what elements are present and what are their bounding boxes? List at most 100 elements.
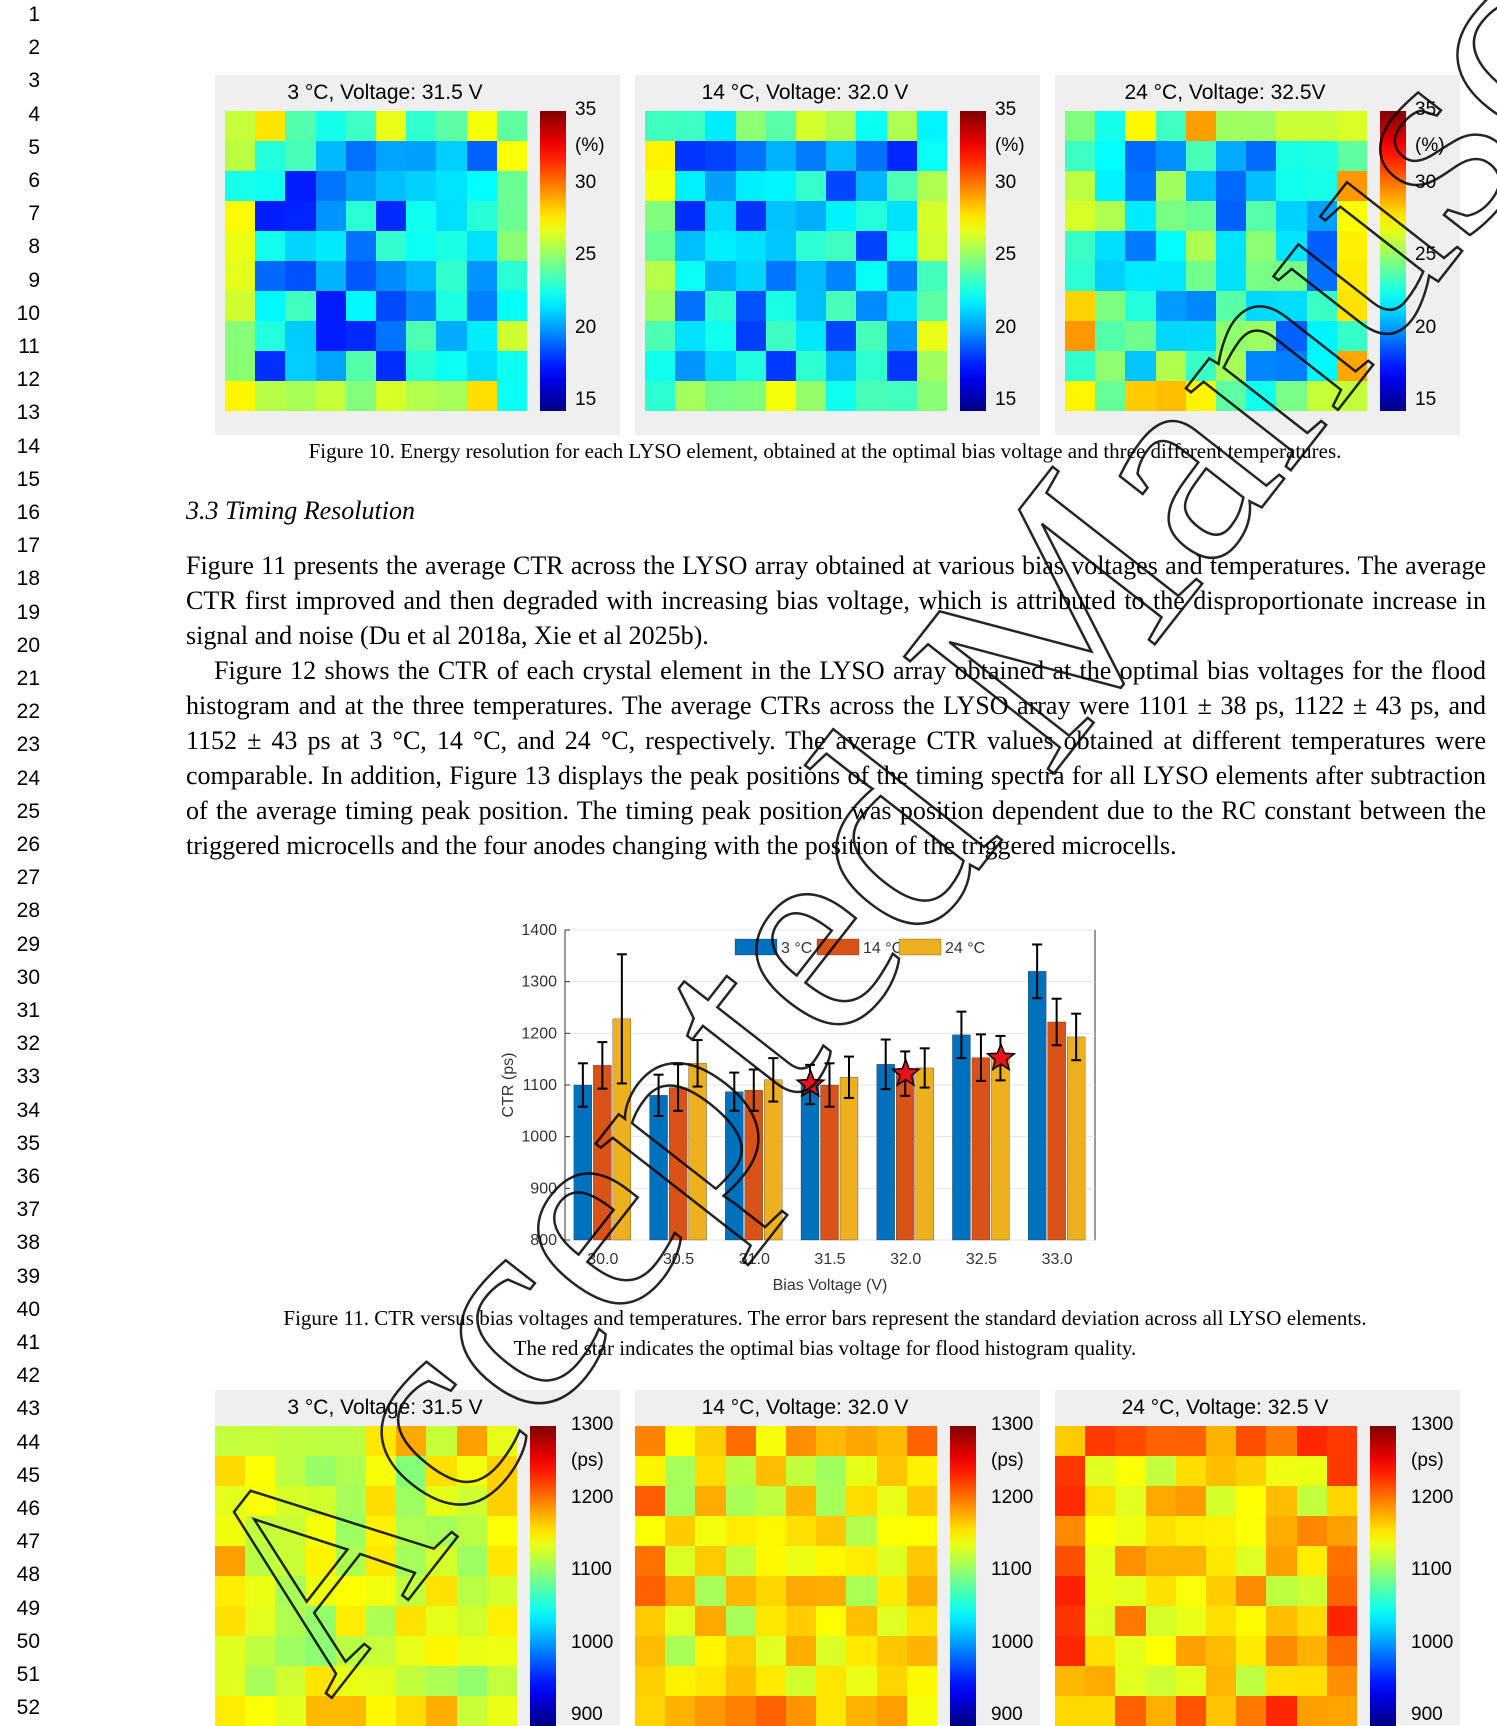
figure-11-caption-line-1: Figure 11. CTR versus bias voltages and … <box>283 1306 1367 1330</box>
heatmap-cell <box>486 1696 517 1726</box>
heatmap-cell <box>786 1576 817 1606</box>
heatmap-cell <box>635 1486 666 1516</box>
heatmap-cell <box>315 381 346 411</box>
heatmap-cell <box>1326 1666 1357 1696</box>
heatmap-cell <box>645 141 676 171</box>
heatmap-cell <box>1296 1606 1327 1636</box>
heatmap-cell <box>645 171 676 201</box>
heatmap-cell <box>315 231 346 261</box>
line-number: 31 <box>16 999 40 1022</box>
heatmap-cell <box>1055 1696 1086 1726</box>
heatmap-cell <box>695 1576 726 1606</box>
heatmap-cell <box>396 1636 427 1666</box>
bar <box>725 1091 744 1241</box>
heatmap-grid <box>635 1426 937 1726</box>
bar <box>573 1084 593 1241</box>
heatmap-cell <box>1326 1546 1357 1576</box>
heatmap-cell <box>906 1576 937 1606</box>
heatmap-cell <box>1216 351 1247 381</box>
heatmap-cell <box>486 1426 517 1456</box>
heatmap-cell <box>876 1516 907 1546</box>
heatmap-cell <box>826 321 857 351</box>
heatmap-cell <box>786 1456 817 1486</box>
heatmap-cell <box>255 201 286 231</box>
line-number: 22 <box>16 700 40 724</box>
heatmap-cell <box>426 1516 457 1546</box>
heatmap-cell <box>1095 111 1126 141</box>
heatmap-cell <box>906 1636 937 1666</box>
heatmap-cell <box>635 1546 666 1576</box>
heatmap-cell <box>426 1426 457 1456</box>
colorbar-tick-label: 900 <box>991 1704 1023 1725</box>
heatmap-cell <box>665 1576 696 1606</box>
heatmap-cell <box>1266 1606 1297 1636</box>
heatmap-cell <box>876 1546 907 1576</box>
heatmap-cell <box>645 111 676 141</box>
colorbar-tick-label: 1300 <box>1411 1414 1454 1435</box>
heatmap-cell <box>345 171 376 201</box>
colorbar-tick-label: 35 <box>575 99 597 120</box>
line-number: 28 <box>16 899 40 923</box>
heatmap-cell <box>755 1696 786 1726</box>
heatmap-cell <box>816 1666 847 1696</box>
heatmap-cell <box>315 141 346 171</box>
heatmap-cell <box>275 1606 306 1636</box>
heatmap-cell <box>725 1516 756 1546</box>
heatmap-cell <box>765 261 796 291</box>
colorbar <box>530 1426 556 1726</box>
colorbar-tick-label: 1000 <box>571 1631 614 1653</box>
heatmap-grid <box>645 111 947 411</box>
panel-title: 14 °C, Voltage: 32.0 V <box>701 1396 909 1419</box>
heatmap-cell <box>1236 1456 1267 1486</box>
colorbar-tick-label: 25 <box>1415 244 1437 265</box>
heatmap-cell <box>1145 1546 1176 1576</box>
panel-title: 14 °C, Voltage: 32.0 V <box>701 81 909 104</box>
heatmap-cell <box>826 381 857 411</box>
line-number: 29 <box>16 932 40 956</box>
colorbar-unit: (%) <box>575 135 605 156</box>
heatmap-cell <box>215 1486 246 1516</box>
heatmap-cell <box>1065 111 1096 141</box>
figure-11-caption: Figure 11. CTR versus bias voltages and … <box>160 1303 1490 1363</box>
heatmap-cell <box>406 171 437 201</box>
heatmap-cell <box>305 1486 336 1516</box>
heatmap-cell <box>305 1636 336 1666</box>
heatmap-cell <box>1065 201 1096 231</box>
heatmap-cell <box>725 1696 756 1726</box>
y-tick-label: 1200 <box>521 1025 557 1042</box>
heatmap-cell <box>1115 1636 1146 1666</box>
colorbar <box>540 111 566 411</box>
heatmap-cell <box>436 141 467 171</box>
heatmap-cell <box>765 321 796 351</box>
bar <box>820 1084 839 1241</box>
heatmap-cell <box>1336 171 1367 201</box>
heatmap-cell <box>225 111 256 141</box>
heatmap-cell <box>255 231 286 261</box>
heatmap-cell <box>765 381 796 411</box>
bar <box>688 1063 707 1241</box>
heatmap-cell <box>755 1576 786 1606</box>
colorbar-unit: (%) <box>1415 135 1445 156</box>
heatmap-cell <box>275 1516 306 1546</box>
heatmap-cell <box>1145 1666 1176 1696</box>
heatmap-cell <box>1306 171 1337 201</box>
heatmap-cell <box>1145 1606 1176 1636</box>
heatmap-cell <box>406 381 437 411</box>
heatmap-grid <box>1055 1426 1357 1726</box>
line-number: 42 <box>16 1364 40 1388</box>
colorbar-tick-label: 15 <box>995 389 1017 410</box>
heatmap-cell <box>1276 321 1307 351</box>
heatmap-cell <box>906 1696 937 1726</box>
heatmap-cell <box>456 1666 487 1696</box>
heatmap-cell <box>1306 291 1337 321</box>
heatmap-cell <box>215 1546 246 1576</box>
optimal-star-marker <box>890 1057 921 1087</box>
heatmap-cell <box>396 1456 427 1486</box>
heatmap-cell <box>1246 231 1277 261</box>
heatmap-cell <box>486 1486 517 1516</box>
heatmap-cell <box>1306 201 1337 231</box>
heatmap-cell <box>886 171 917 201</box>
heatmap-cell <box>786 1486 817 1516</box>
heatmap-cell <box>665 1636 696 1666</box>
heatmap-cell <box>245 1606 276 1636</box>
